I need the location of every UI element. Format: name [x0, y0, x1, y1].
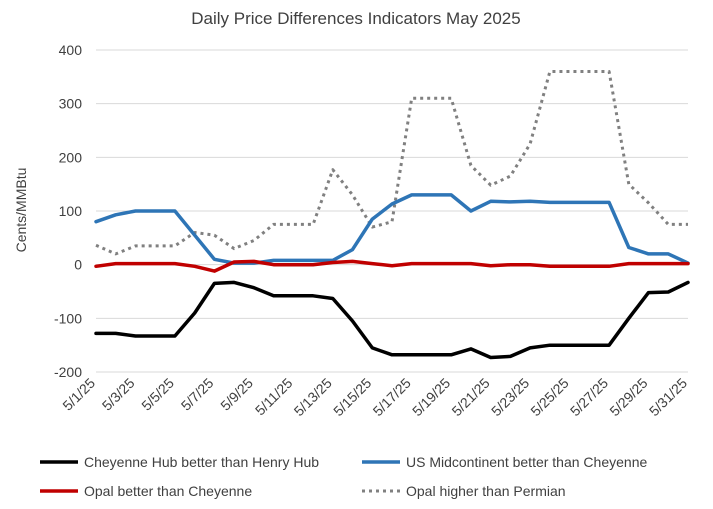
x-tick-label: 5/13/25 [291, 375, 335, 419]
x-tick-labels: 5/1/25 5/3/25 5/5/25 5/7/25 5/9/255/11/255/1… [59, 375, 690, 419]
chart-title: Daily Price Differences Indicators May 2… [191, 9, 520, 28]
x-tick-label: 5/21/25 [448, 375, 492, 419]
x-tick-label: 5/19/25 [409, 375, 453, 419]
y-tick-label: -100 [54, 310, 82, 326]
series-lines [94, 70, 690, 360]
y-tick-label: 400 [59, 42, 83, 58]
legend-label-4: Opal higher than Permian [406, 483, 566, 499]
x-tick-label: 5/23/25 [488, 375, 532, 419]
x-tick-label: 5/27/25 [567, 375, 611, 419]
x-tick-label: 5/11/25 [252, 375, 296, 419]
x-tick-label: 5/15/25 [330, 375, 374, 419]
y-axis-label: Cents/MMBtu [13, 168, 29, 253]
y-tick-label: 0 [74, 257, 82, 273]
x-tick-label: 5/17/25 [370, 375, 414, 419]
series-line-1 [94, 280, 690, 360]
x-tick-label: 5/29/25 [606, 375, 650, 419]
legend: Cheyenne Hub better than Henry Hub US Mid… [40, 454, 647, 499]
legend-label-1: Cheyenne Hub better than Henry Hub [84, 454, 319, 470]
legend-label-2: US Midcontinent better than Cheyenne [406, 454, 647, 470]
series-line-2 [94, 193, 690, 265]
x-tick-label: 5/9/25 [217, 375, 256, 414]
x-tick-label: 5/7/25 [178, 375, 217, 414]
x-tick-label: 5/31/25 [646, 375, 690, 419]
series-line-3 [94, 259, 690, 273]
x-tick-label: 5/3/25 [99, 375, 138, 414]
y-tick-label: 300 [59, 96, 83, 112]
y-tick-label: 200 [59, 149, 83, 165]
legend-label-3: Opal better than Cheyenne [84, 483, 252, 499]
x-tick-label: 5/25/25 [527, 375, 571, 419]
x-tick-label: 5/5/25 [138, 375, 177, 414]
series-line-4 [95, 70, 688, 256]
y-tick-label: -200 [54, 364, 82, 380]
y-tick-labels: -200 -100 0 100 200 300 400 [54, 42, 82, 380]
y-tick-label: 100 [59, 203, 83, 219]
x-tick-label: 5/1/25 [59, 375, 98, 414]
